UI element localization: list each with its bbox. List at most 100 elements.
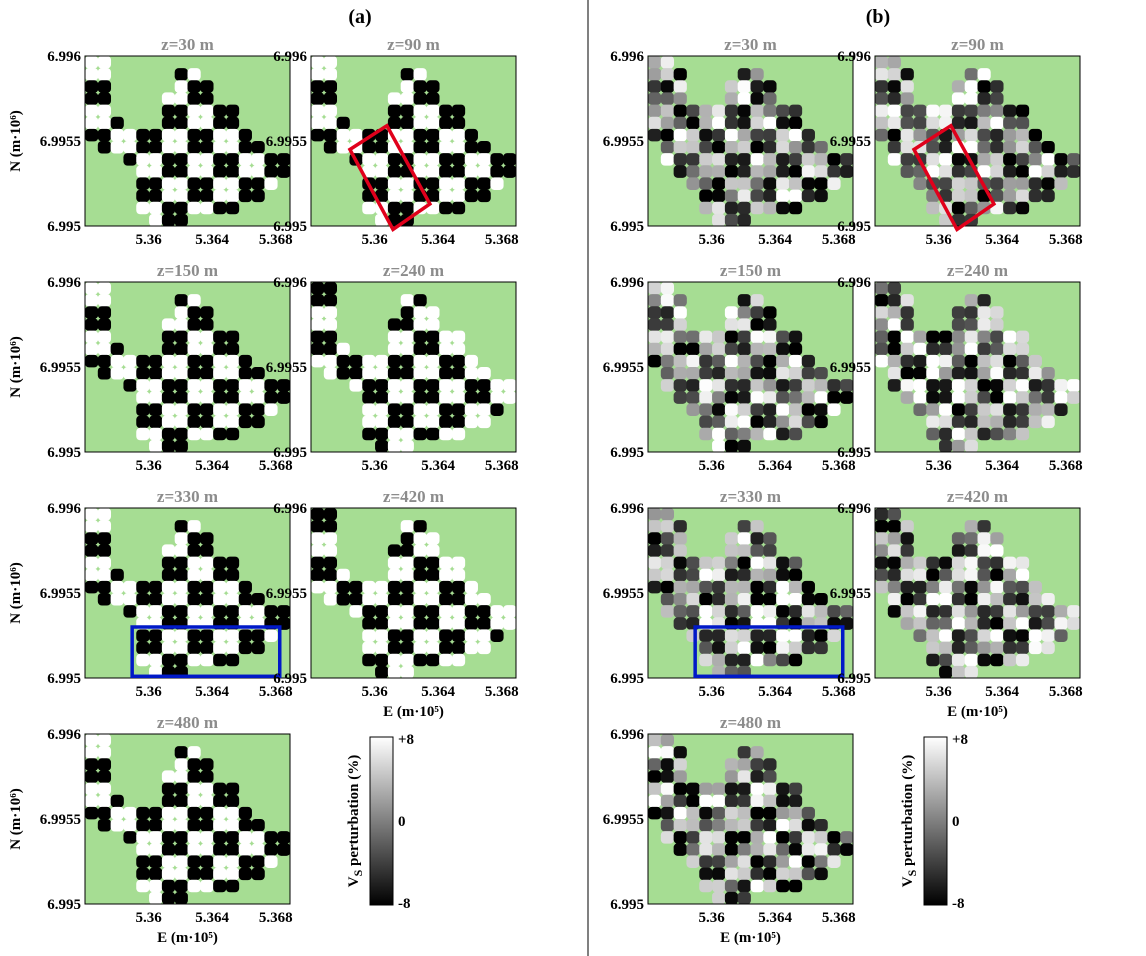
heatmap-cell — [200, 318, 214, 331]
heatmap-cell — [362, 153, 376, 166]
annotation-blue-box — [130, 625, 282, 679]
heatmap-cell — [1054, 177, 1068, 190]
heatmap-cell — [213, 141, 227, 154]
heatmap-cell — [400, 116, 414, 130]
heatmap-cell — [187, 379, 201, 392]
heatmap-cell — [750, 379, 764, 392]
heatmap-cell — [964, 427, 978, 441]
heatmap-cell — [699, 379, 713, 392]
heatmap-cell — [413, 92, 427, 105]
depth-title: z=150 m — [720, 261, 781, 280]
heatmap-cell — [464, 641, 478, 655]
y-tick-label: 6.996 — [610, 275, 644, 291]
heatmap-cell — [323, 80, 338, 93]
heatmap-cell — [136, 879, 150, 893]
heatmap-cell — [951, 653, 966, 667]
x-tick-label: 5.36 — [698, 458, 725, 474]
plot-frame — [84, 733, 291, 905]
heatmap-cell — [712, 439, 726, 453]
x-tick-label: 5.364 — [195, 232, 229, 248]
heatmap-cell — [737, 794, 751, 808]
heatmap-cell — [161, 580, 176, 594]
heatmap-cell — [776, 104, 790, 118]
heatmap-cell — [200, 605, 214, 618]
heatmap-cell — [673, 141, 687, 154]
heatmap-cell — [875, 282, 889, 295]
heatmap-cell — [187, 831, 201, 844]
heatmap-cell — [238, 128, 252, 142]
heatmap-cell — [1015, 367, 1030, 380]
heatmap-cell — [349, 605, 363, 618]
heatmap-cell — [426, 330, 440, 344]
heatmap-cell — [763, 367, 777, 380]
heatmap-cell — [724, 153, 739, 166]
heatmap-cell — [1028, 617, 1042, 630]
heatmap-cell — [149, 403, 163, 416]
x-tick-label: 5.364 — [758, 458, 792, 474]
x-tick-label: 5.36 — [361, 232, 388, 248]
heatmap-cell — [136, 128, 150, 142]
heatmap-cell — [477, 141, 491, 154]
x-tick-label: 5.36 — [925, 458, 952, 474]
heatmap-cell — [1028, 189, 1042, 203]
heatmap-cell — [161, 794, 176, 808]
heatmap-cell — [673, 746, 687, 759]
heatmap-cell — [264, 153, 278, 166]
heatmap-cell — [161, 415, 176, 429]
heatmap-cell — [648, 294, 662, 307]
heatmap-cell — [763, 605, 777, 618]
heatmap-cell — [724, 201, 739, 215]
heatmap-cell — [225, 201, 240, 215]
heatmap-cell — [763, 92, 777, 105]
depth-title: z=30 m — [161, 35, 214, 54]
heatmap-cell — [724, 544, 739, 557]
heatmap-cell — [648, 318, 662, 331]
heatmap-cells — [875, 282, 1081, 453]
heatmap-cell — [387, 629, 402, 642]
x-tick-label: 5.368 — [259, 458, 293, 474]
heatmap-cell — [387, 580, 402, 594]
heatmap-cell — [251, 367, 265, 380]
heatmap-cell — [951, 556, 966, 570]
heatmap-cell — [1015, 653, 1030, 667]
heatmap-cell — [277, 831, 291, 844]
heatmap-cell — [648, 508, 662, 521]
heatmap-cell — [712, 806, 726, 820]
heatmap-cell — [323, 568, 338, 582]
y-tick-label: 6.995 — [47, 445, 81, 461]
heatmap-cell — [413, 367, 427, 380]
heatmap-cell — [750, 520, 764, 533]
heatmap-cell — [413, 318, 427, 331]
depth-title: z=150 m — [157, 261, 218, 280]
heatmap-cell — [887, 128, 902, 142]
x-tick-label: 5.368 — [485, 458, 519, 474]
plot-frame — [874, 281, 1081, 453]
heatmap-cell — [362, 165, 376, 178]
heatmap-cell — [362, 367, 376, 380]
heatmap-cell — [149, 629, 163, 642]
heatmap-cell — [375, 141, 389, 154]
heatmap-cell — [387, 427, 402, 441]
heatmap-cell — [724, 116, 739, 130]
heatmap-cell — [648, 92, 662, 105]
x-tick-label: 5.36 — [698, 232, 725, 248]
x-tick-label: 5.36 — [698, 910, 725, 926]
heatmap-cell — [724, 867, 739, 881]
heatmap-cell — [801, 855, 815, 868]
heatmap-cell — [699, 843, 713, 856]
heatmap-cell — [251, 831, 265, 844]
heatmap-cell — [990, 92, 1004, 105]
heatmap-cell — [477, 415, 491, 429]
heatmap-cell — [161, 439, 176, 453]
heatmap-cell — [174, 354, 188, 368]
heatmap-cell — [451, 568, 466, 582]
heatmap-cell — [660, 294, 675, 307]
heatmap-cell — [724, 843, 739, 856]
heatmap-cell — [900, 104, 914, 118]
heatmap-cell — [737, 415, 751, 429]
x-tick-label: 5.364 — [985, 232, 1019, 248]
heatmap-cell — [737, 843, 751, 856]
heatmap-cell — [913, 580, 927, 594]
heatmap-cell — [85, 580, 99, 594]
